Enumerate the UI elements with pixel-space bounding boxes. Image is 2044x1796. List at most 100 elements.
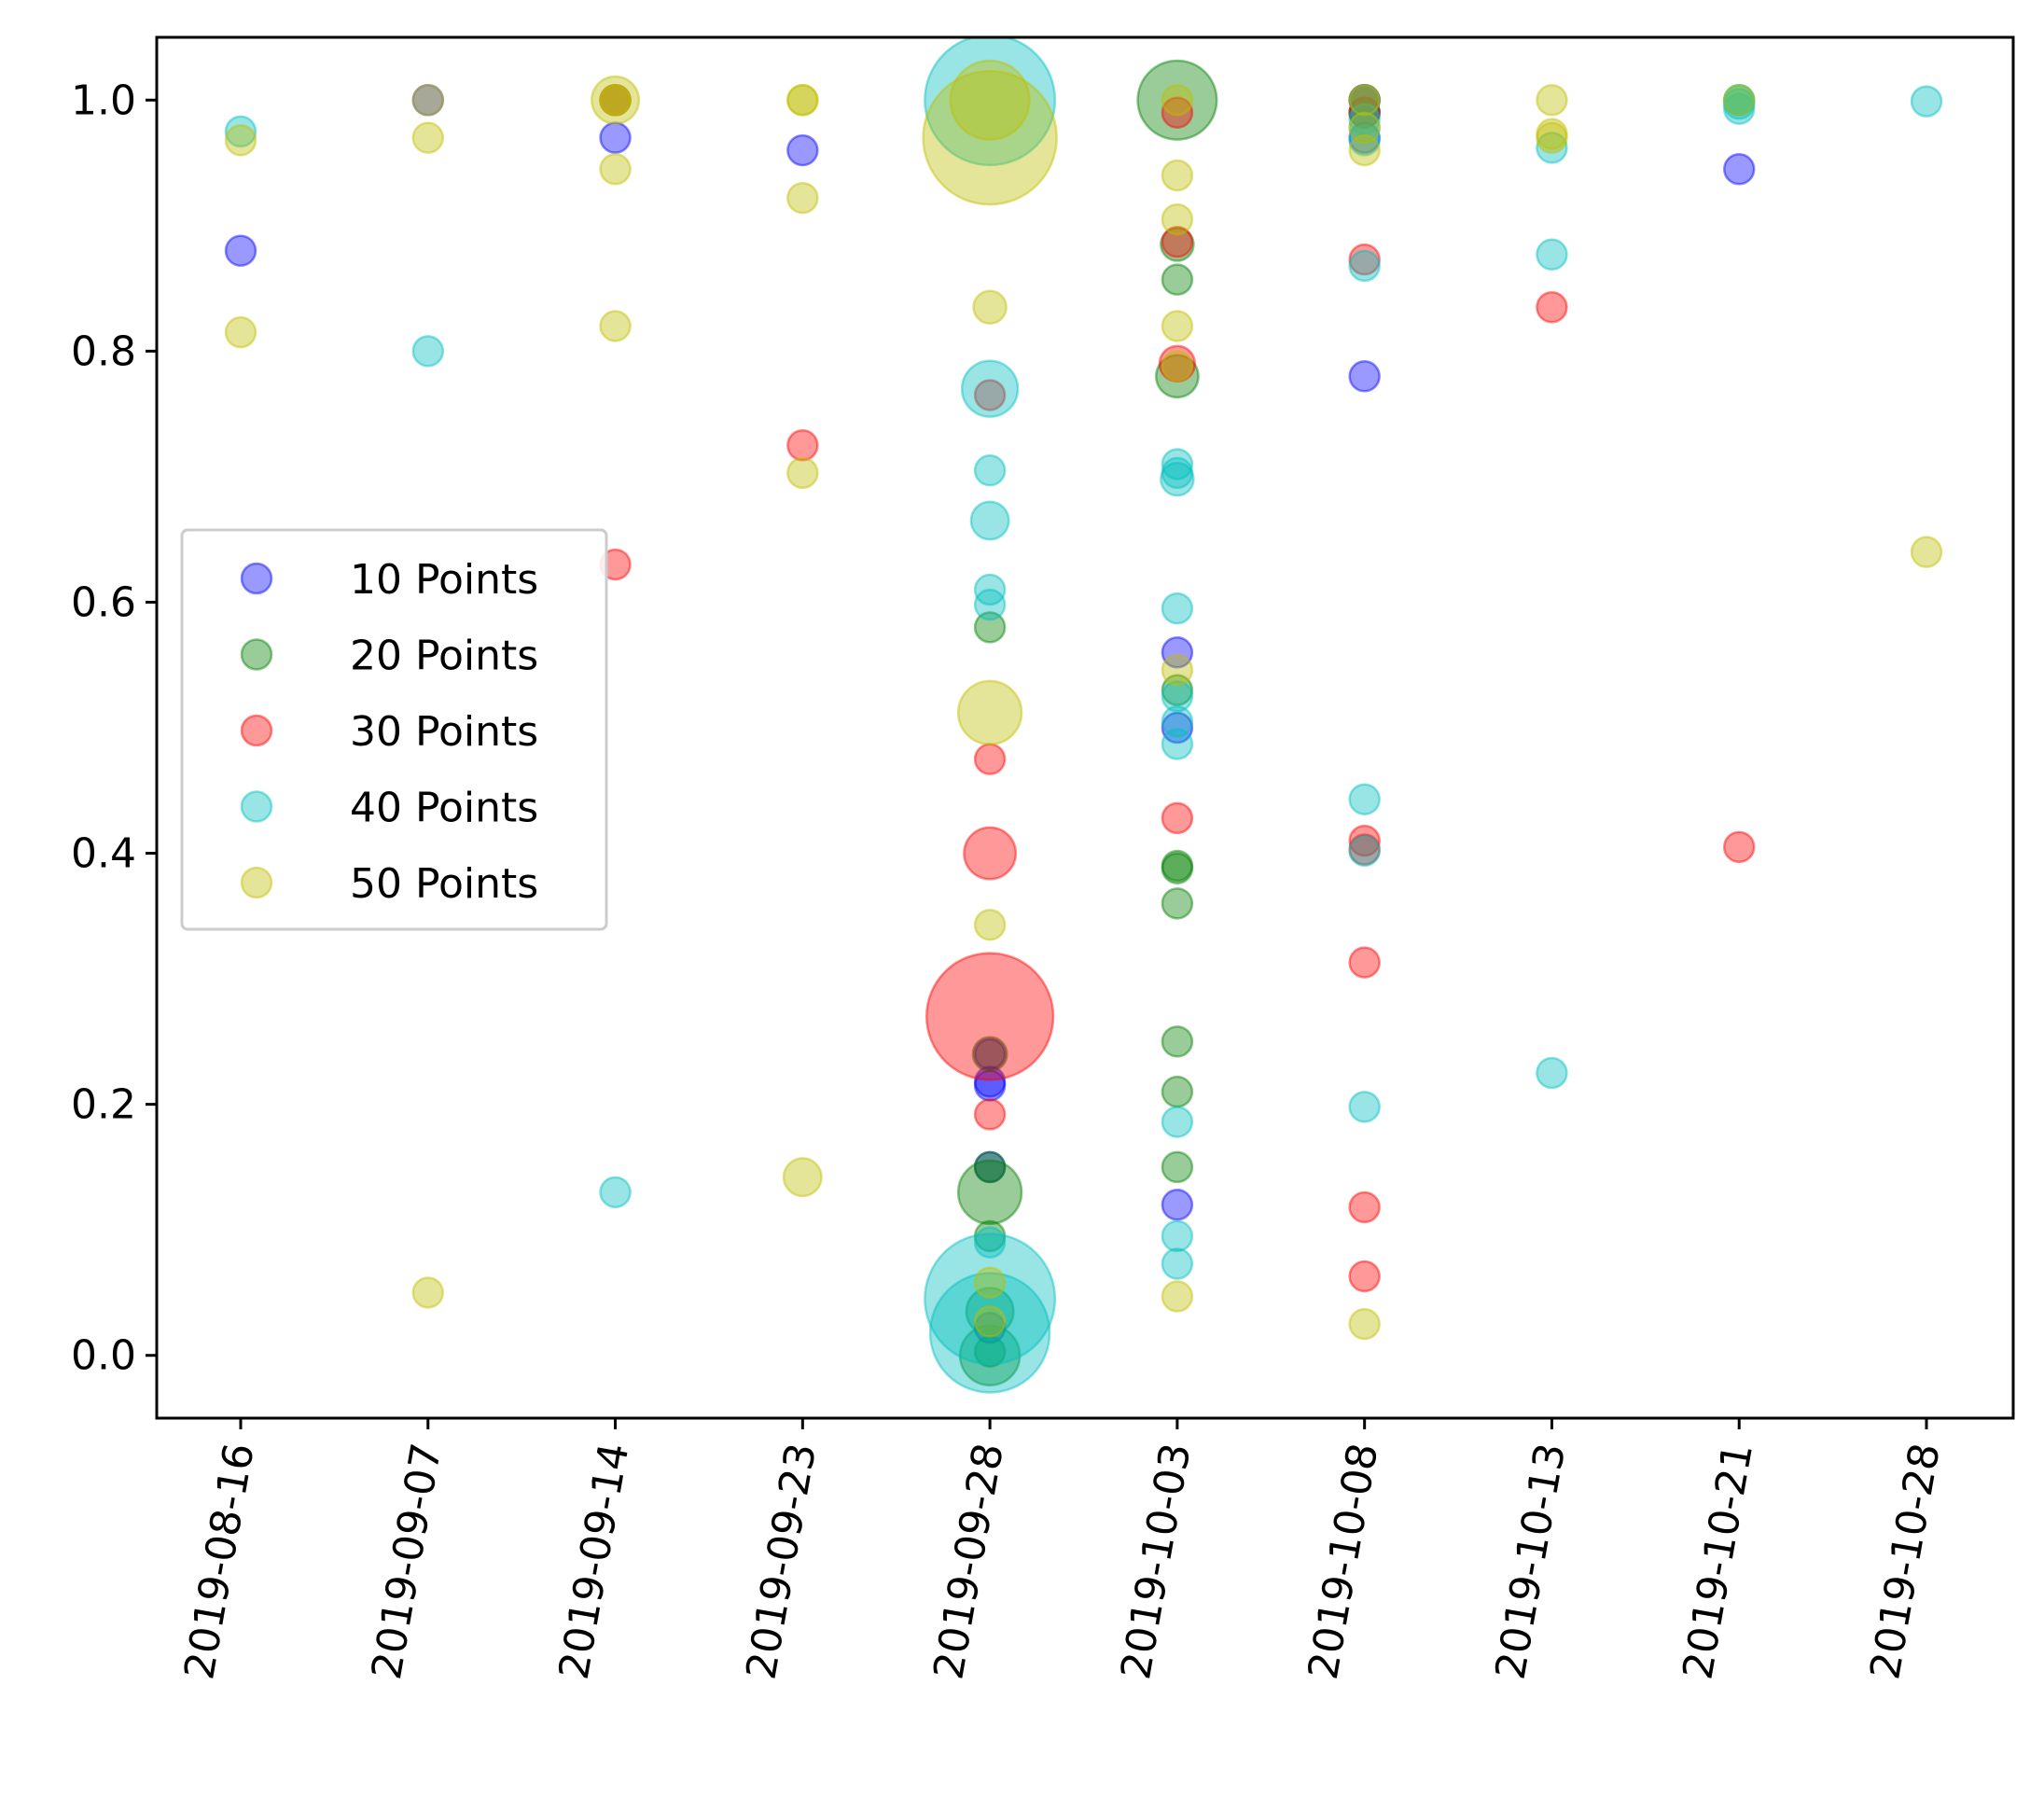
point-20-points	[1161, 674, 1194, 706]
point-40-points	[411, 335, 445, 368]
point-50-points	[1161, 159, 1194, 192]
plot-frame	[155, 35, 2015, 1420]
point-50-points	[1348, 133, 1381, 167]
point-10-points	[973, 1065, 1007, 1098]
point-20-points	[973, 1335, 1007, 1368]
point-30-points	[1348, 243, 1381, 276]
point-20-points	[1155, 354, 1200, 399]
point-50-points	[1161, 350, 1194, 383]
point-40-points	[1722, 88, 1756, 120]
point-40-points	[1722, 84, 1756, 117]
point-40-points	[1348, 249, 1381, 283]
legend-label: 40 Points	[350, 785, 538, 832]
point-50-points	[411, 1276, 445, 1309]
point-30-points	[973, 379, 1007, 411]
legend-marker	[240, 790, 273, 823]
point-50-points	[786, 456, 819, 490]
point-10-points	[224, 234, 257, 267]
point-10-points	[973, 1311, 1007, 1344]
y-tick-label: 0.6	[71, 578, 136, 626]
legend-marker	[240, 638, 273, 671]
point-40-points	[1160, 461, 1195, 497]
point-40-points	[969, 500, 1010, 541]
point-10-points	[786, 133, 819, 167]
point-40-points	[1161, 1247, 1194, 1280]
point-40-points	[1536, 238, 1568, 271]
point-50-points	[599, 153, 632, 186]
point-10-points	[973, 1037, 1007, 1071]
point-40-points	[1161, 728, 1194, 760]
y-tick-label: 0.0	[71, 1332, 136, 1380]
point-30-points	[1722, 830, 1756, 864]
point-40-points	[1161, 456, 1194, 490]
point-30-points	[973, 1098, 1007, 1131]
point-40-points	[1161, 592, 1194, 625]
point-20-points	[1161, 1150, 1194, 1184]
point-40-points	[1348, 783, 1381, 815]
point-50-points	[1161, 1280, 1194, 1313]
point-20-points	[973, 1150, 1007, 1184]
point-50-points	[591, 75, 641, 125]
point-20-points	[1348, 96, 1381, 129]
point-20-points	[1161, 263, 1194, 296]
point-40-points	[1348, 103, 1381, 135]
point-20-points	[1160, 227, 1195, 262]
point-40-points	[924, 1232, 1057, 1366]
point-10-points	[1161, 711, 1194, 745]
legend: 10 Points 20 Points 30 Points 40 Points 50 P…	[180, 528, 608, 931]
y-tick-label: 0.2	[71, 1081, 136, 1129]
point-30-points	[599, 84, 632, 117]
point-30-points	[1348, 1260, 1381, 1293]
point-50-points	[1348, 111, 1381, 145]
point-30-points	[973, 743, 1007, 775]
point-40-points	[973, 588, 1007, 621]
point-10-points	[599, 84, 632, 117]
point-30-points	[1348, 96, 1381, 129]
point-30-points	[786, 429, 819, 462]
legend-marker	[240, 714, 273, 747]
point-50-points	[411, 121, 445, 154]
point-40-points	[973, 1226, 1007, 1259]
point-40-points	[1536, 132, 1568, 164]
point-50-points	[599, 84, 632, 117]
point-20-points	[1161, 849, 1194, 883]
point-50-points	[411, 84, 445, 117]
point-20-points	[1161, 852, 1194, 884]
legend-box	[180, 528, 608, 931]
point-10-points	[1348, 121, 1381, 154]
point-50-points	[1161, 202, 1194, 236]
point-50-points	[1910, 536, 1943, 568]
point-30-points	[1161, 801, 1194, 835]
point-50-points	[786, 84, 819, 117]
point-10-points	[1722, 153, 1756, 186]
point-50-points	[1536, 121, 1568, 154]
point-20-points	[973, 611, 1007, 644]
legend-marker	[240, 866, 273, 899]
point-30-points	[1161, 96, 1194, 129]
point-30-points	[1348, 946, 1381, 979]
legend-label: 30 Points	[350, 708, 538, 756]
point-40-points	[1722, 84, 1756, 117]
point-10-points	[1348, 360, 1381, 393]
y-tick-label: 0.8	[71, 327, 136, 375]
point-50-points	[1161, 653, 1194, 687]
point-10-points	[973, 1150, 1007, 1184]
point-50-points	[973, 908, 1007, 941]
point-30-points	[1158, 344, 1197, 383]
scatter-marks	[224, 37, 1943, 1394]
point-30-points	[925, 952, 1055, 1081]
point-20-points	[1161, 1075, 1194, 1108]
point-30-points	[1348, 833, 1381, 866]
point-10-points	[1348, 96, 1381, 129]
point-40-points	[1536, 1056, 1568, 1090]
point-10-points	[1161, 1189, 1194, 1221]
point-30-points	[963, 826, 1018, 881]
point-40-points	[1348, 124, 1381, 157]
point-40-points	[1722, 92, 1756, 125]
point-10-points	[973, 1069, 1007, 1102]
point-30-points	[1536, 291, 1568, 324]
point-30-points	[1348, 1190, 1381, 1224]
point-50-points	[599, 84, 632, 117]
point-40-points	[1161, 1106, 1194, 1138]
point-50-points	[922, 69, 1058, 206]
